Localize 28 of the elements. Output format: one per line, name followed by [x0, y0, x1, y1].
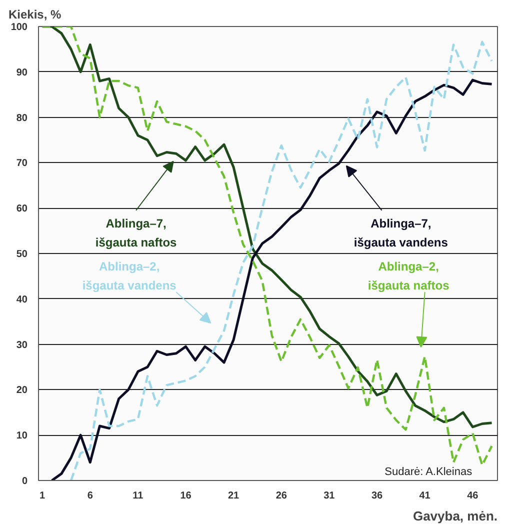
y-tick-label: 30: [16, 340, 28, 351]
y-tick-label: 100: [10, 22, 28, 33]
x-tick-label: 6: [87, 490, 94, 502]
text: Ablinga–7, išgauta vandens: [354, 216, 448, 250]
text: Ablinga–7, išgauta naftos: [95, 216, 178, 250]
x-axis-title: Gavyba, mėn.: [412, 508, 498, 524]
y-tick-label: 20: [16, 385, 28, 396]
y-tick-label: 60: [16, 204, 28, 215]
annotation: Sudarė: A.Kleinas: [384, 466, 473, 478]
x-tick-label: 46: [467, 490, 479, 502]
x-tick-label: 41: [419, 490, 431, 502]
text: Ablinga–2, išgauta naftos: [368, 260, 450, 293]
y-tick-label: 50: [16, 249, 28, 260]
x-tick-label: 16: [180, 490, 192, 502]
y-tick-label: 10: [16, 430, 28, 442]
y-tick-label: 80: [16, 112, 28, 124]
y-tick-label: 90: [16, 67, 28, 78]
x-tick-label: 26: [276, 490, 288, 502]
x-tick-label: 11: [132, 490, 144, 502]
y-tick-label: 40: [16, 294, 28, 306]
x-tick-label: 36: [371, 490, 384, 502]
x-tick-label: 31: [324, 490, 336, 502]
y-tick-label: 70: [16, 158, 28, 170]
text: Ablinga–2, išgauta vandens: [82, 260, 177, 293]
x-tick-label: 1: [40, 490, 46, 502]
y-axis-title: Kiekis, %: [8, 8, 62, 22]
y-tick-label: 0: [22, 476, 28, 487]
x-tick-label: 21: [228, 490, 240, 502]
